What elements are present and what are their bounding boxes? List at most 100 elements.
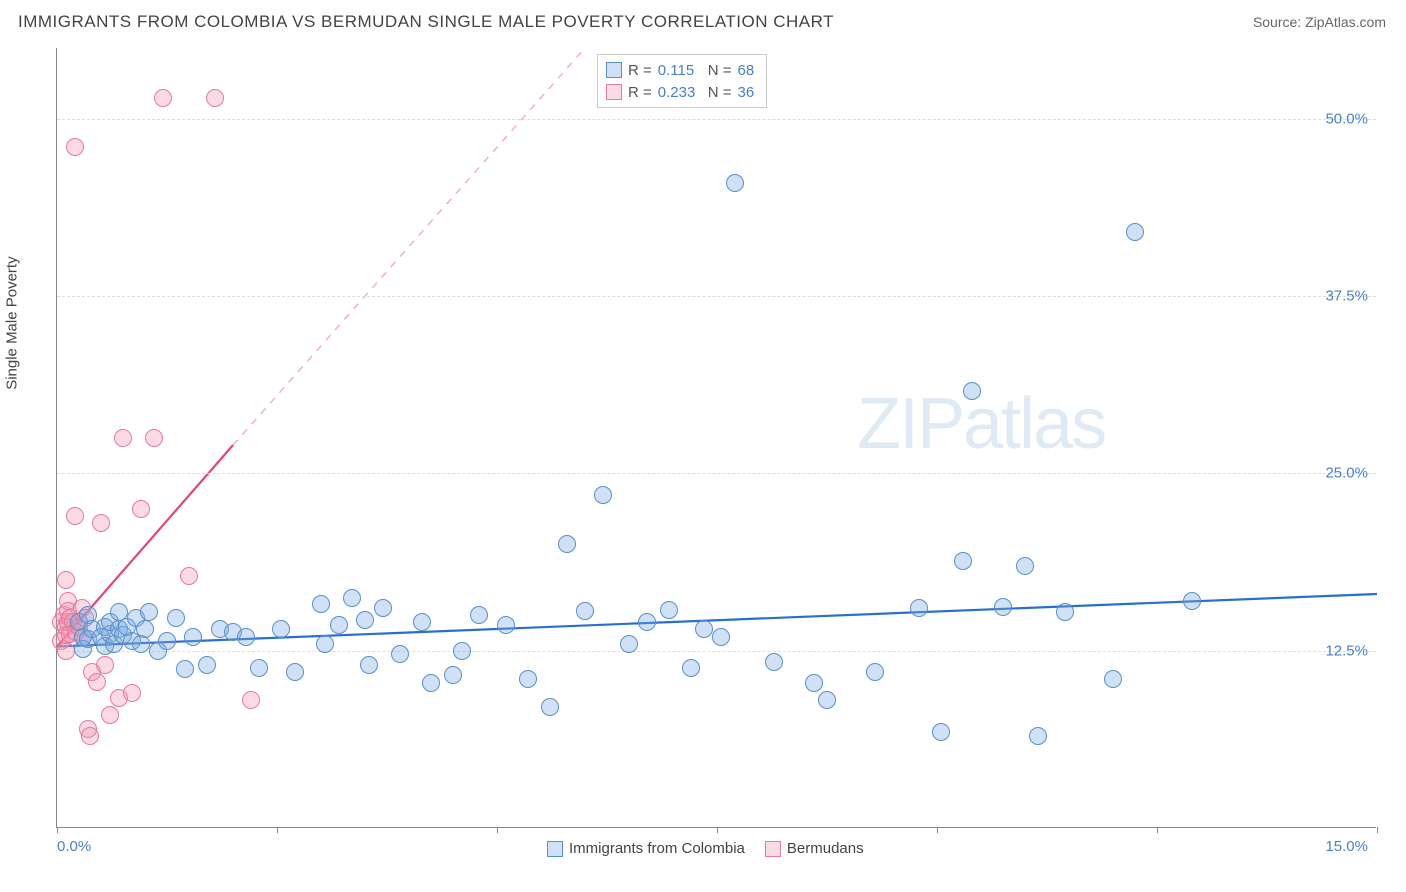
y-axis-label: Single Male Poverty (4, 256, 21, 389)
point-colombia (330, 616, 348, 634)
point-bermuda (154, 89, 172, 107)
legend-row-colombia: R = 0.115 N = 68 (606, 59, 754, 81)
point-colombia (272, 620, 290, 638)
point-colombia (422, 674, 440, 692)
point-colombia (312, 595, 330, 613)
legend-label-bermuda: Bermudans (787, 840, 864, 857)
point-bermuda (101, 706, 119, 724)
chart-area: Single Male Poverty ZIPatlas R = 0.115 N… (18, 48, 1388, 848)
point-bermuda (88, 673, 106, 691)
point-colombia (176, 660, 194, 678)
gridline-h (57, 119, 1376, 120)
legend-row-bermuda: R = 0.233 N = 36 (606, 81, 754, 103)
x-tick-mark (1377, 827, 1378, 833)
point-colombia (519, 670, 537, 688)
point-colombia (866, 663, 884, 681)
r-label: R = (628, 84, 652, 101)
point-colombia (660, 601, 678, 619)
point-colombia (805, 674, 823, 692)
point-colombia (374, 599, 392, 617)
point-colombia (994, 598, 1012, 616)
n-label: N = (708, 62, 732, 79)
point-bermuda (114, 429, 132, 447)
point-bermuda (206, 89, 224, 107)
gridline-h (57, 296, 1376, 297)
point-colombia (453, 642, 471, 660)
n-label: N = (708, 84, 732, 101)
point-colombia (932, 723, 950, 741)
point-colombia (391, 645, 409, 663)
point-bermuda (242, 691, 260, 709)
point-bermuda (57, 571, 75, 589)
x-tick-mark (277, 827, 278, 833)
y-tick-label: 12.5% (1325, 642, 1368, 659)
x-tick-label: 0.0% (57, 838, 91, 855)
legend-swatch-bermuda (606, 84, 622, 100)
regression-line (233, 48, 585, 445)
point-colombia (682, 659, 700, 677)
point-bermuda (66, 507, 84, 525)
point-colombia (594, 486, 612, 504)
point-colombia (1016, 557, 1034, 575)
gridline-h (57, 473, 1376, 474)
point-colombia (470, 606, 488, 624)
legend-item-colombia: Immigrants from Colombia (547, 840, 745, 857)
n-value-colombia: 68 (738, 62, 755, 79)
point-colombia (576, 602, 594, 620)
point-colombia (167, 609, 185, 627)
gridline-h (57, 651, 1376, 652)
regression-lines-layer (57, 48, 1376, 827)
point-colombia (356, 611, 374, 629)
legend-label-colombia: Immigrants from Colombia (569, 840, 745, 857)
point-colombia (818, 691, 836, 709)
legend-swatch-colombia (547, 841, 563, 857)
point-colombia (413, 613, 431, 631)
y-tick-label: 25.0% (1325, 465, 1368, 482)
point-colombia (250, 659, 268, 677)
point-colombia (558, 535, 576, 553)
source-attribution: Source: ZipAtlas.com (1253, 14, 1386, 30)
point-colombia (620, 635, 638, 653)
point-colombia (198, 656, 216, 674)
point-colombia (158, 632, 176, 650)
point-colombia (444, 666, 462, 684)
point-colombia (136, 620, 154, 638)
point-colombia (726, 174, 744, 192)
legend-swatch-colombia (606, 62, 622, 78)
point-colombia (1104, 670, 1122, 688)
r-label: R = (628, 62, 652, 79)
legend-swatch-bermuda (765, 841, 781, 857)
chart-title: IMMIGRANTS FROM COLOMBIA VS BERMUDAN SIN… (18, 12, 834, 32)
point-colombia (184, 628, 202, 646)
source-value: ZipAtlas.com (1305, 14, 1386, 30)
point-bermuda (132, 500, 150, 518)
point-colombia (638, 613, 656, 631)
point-colombia (286, 663, 304, 681)
correlation-legend: R = 0.115 N = 68 R = 0.233 N = 36 (597, 54, 767, 108)
point-bermuda (66, 138, 84, 156)
point-colombia (237, 628, 255, 646)
point-bermuda (96, 656, 114, 674)
point-colombia (910, 599, 928, 617)
y-tick-label: 50.0% (1325, 110, 1368, 127)
r-value-bermuda: 0.233 (658, 84, 702, 101)
point-colombia (1056, 603, 1074, 621)
x-tick-mark (57, 827, 58, 833)
x-tick-mark (717, 827, 718, 833)
point-colombia (1029, 727, 1047, 745)
point-colombia (954, 552, 972, 570)
plot-region: ZIPatlas R = 0.115 N = 68 R = 0.233 N = … (56, 48, 1376, 828)
x-tick-mark (937, 827, 938, 833)
point-colombia (316, 635, 334, 653)
x-tick-mark (497, 827, 498, 833)
point-colombia (541, 698, 559, 716)
point-bermuda (180, 567, 198, 585)
series-legend: Immigrants from Colombia Bermudans (547, 840, 864, 857)
legend-item-bermuda: Bermudans (765, 840, 864, 857)
point-bermuda (81, 727, 99, 745)
point-colombia (1126, 223, 1144, 241)
x-tick-mark (1157, 827, 1158, 833)
x-tick-label: 15.0% (1325, 838, 1368, 855)
point-colombia (765, 653, 783, 671)
point-colombia (140, 603, 158, 621)
